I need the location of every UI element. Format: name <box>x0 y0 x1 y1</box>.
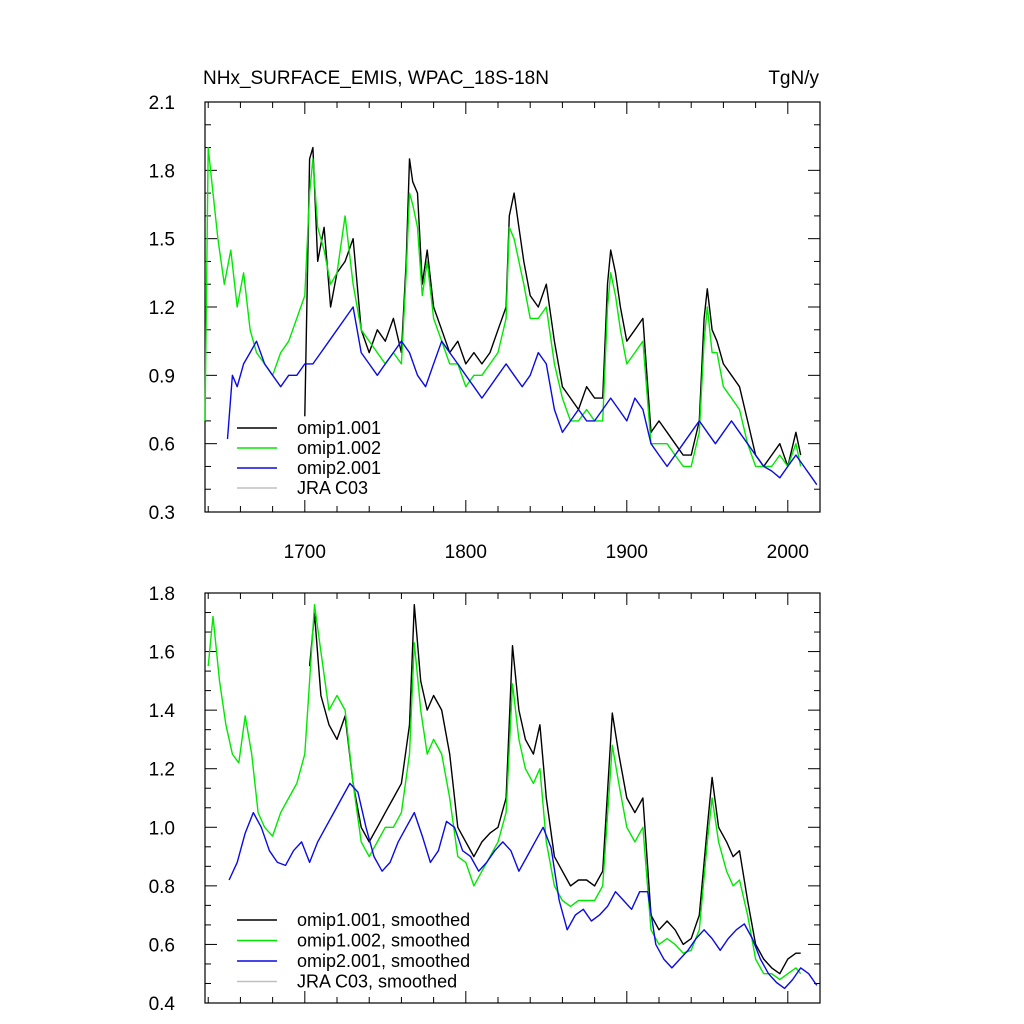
bottom-plot-frame <box>204 592 821 1004</box>
bottom-ytick-label: 1.8 <box>149 584 175 605</box>
bottom-series-omip2-001 <box>228 782 818 990</box>
bottom-ytick-label: 0.4 <box>149 994 176 1015</box>
top-legend-label: JRA C03 <box>297 478 368 498</box>
top-ytick-label: 0.3 <box>149 503 175 524</box>
top-ytick-label: 2.1 <box>149 93 175 114</box>
bottom-legend-label: omip2.001, smoothed <box>297 951 470 971</box>
top-ytick-label: 1.8 <box>149 161 175 182</box>
bottom-plot-panel: 0.4 0.6 0.8 1.0 1.2 1.4 1.6 1.8 omip1.001, smoot… <box>149 584 821 1015</box>
top-chart-units: TgN/y <box>768 68 819 89</box>
top-series-omip1-002 <box>204 146 802 468</box>
bottom-ytick-label: 1.0 <box>149 818 175 839</box>
top-xtick-label: 2000 <box>767 542 809 563</box>
bottom-series-omip1-002 <box>207 604 802 981</box>
bottom-legend-label: omip1.002, smoothed <box>297 931 470 951</box>
bottom-ytick-label: 1.4 <box>149 701 176 722</box>
bottom-ytick-label: 0.8 <box>149 877 175 898</box>
top-plot-panel: 0.3 0.6 0.9 1.2 1.5 1.8 2.1 1700 1800 1900 2000 omi… <box>149 93 821 563</box>
top-legend-label: omip1.002 <box>297 438 381 458</box>
top-legend-label: omip2.001 <box>297 458 381 478</box>
top-ytick-label: 1.5 <box>149 230 175 251</box>
top-ytick-label: 0.6 <box>149 435 175 456</box>
bottom-series-omip1-001 <box>308 604 801 975</box>
bottom-legend-label: JRA C03, smoothed <box>297 972 457 992</box>
bottom-ytick-label: 0.6 <box>149 935 175 956</box>
top-xtick-label: 1700 <box>284 542 326 563</box>
bottom-legend-label: omip1.001, smoothed <box>297 910 470 930</box>
top-ytick-label: 1.2 <box>149 298 175 319</box>
top-series-omip2-001 <box>226 306 818 486</box>
top-chart-title: NHx_SURFACE_EMIS, WPAC_18S-18N <box>203 68 549 89</box>
bottom-ytick-label: 1.6 <box>149 643 175 664</box>
top-ytick-label: 0.9 <box>149 366 175 387</box>
top-legend-label: omip1.001 <box>297 418 381 438</box>
top-series-omip1-001 <box>304 146 802 468</box>
top-xtick-label: 1800 <box>445 542 487 563</box>
top-xtick-label: 1900 <box>606 542 648 563</box>
bottom-ytick-label: 1.2 <box>149 760 175 781</box>
